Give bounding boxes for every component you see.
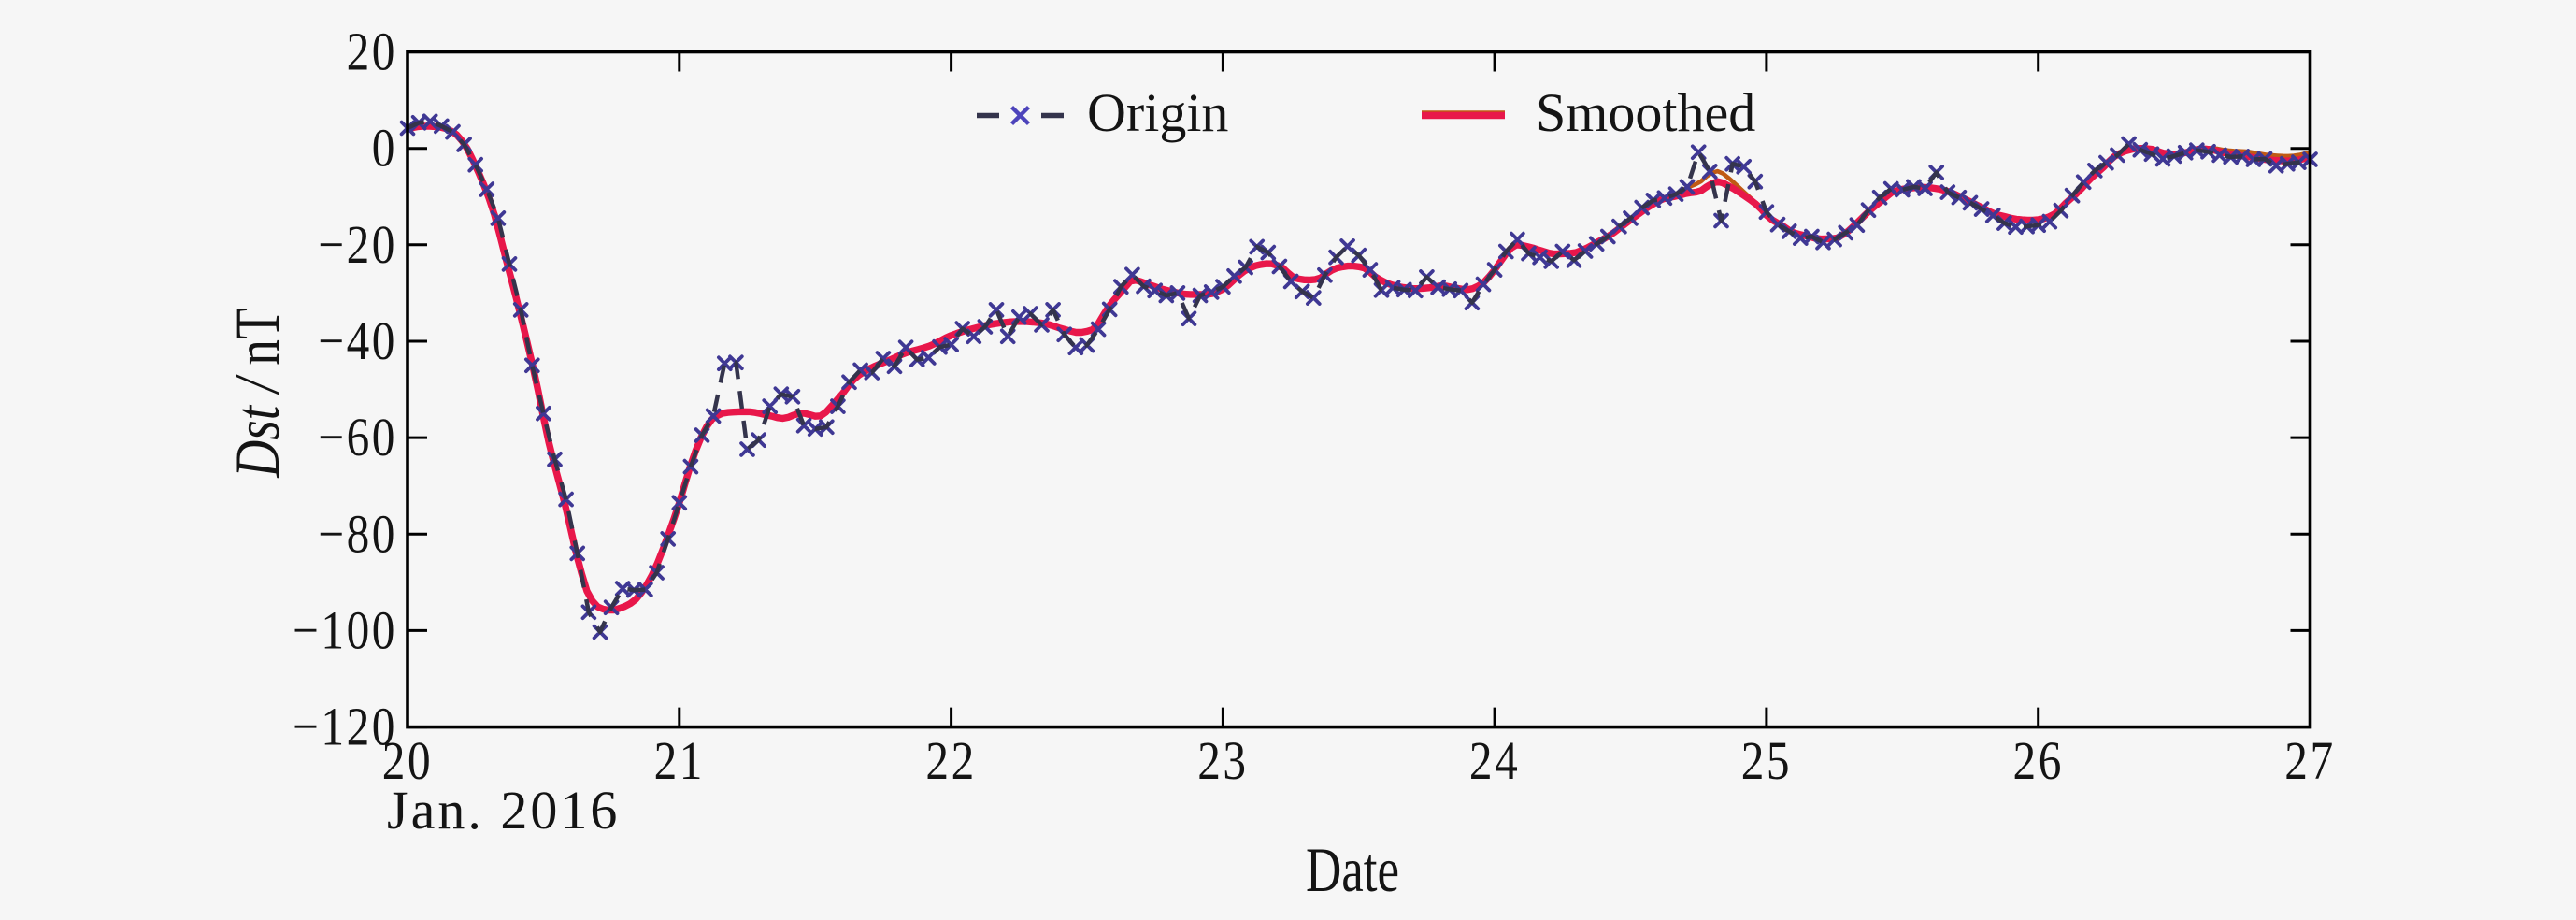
svg-text:−80: −80 xyxy=(318,504,397,565)
svg-text:−120: −120 xyxy=(293,697,397,757)
svg-text:24: 24 xyxy=(1469,730,1520,791)
svg-text:−60: −60 xyxy=(318,407,397,467)
svg-text:21: 21 xyxy=(654,730,705,791)
svg-text:Dst / nT: Dst / nT xyxy=(223,308,293,479)
svg-text:23: 23 xyxy=(1197,730,1248,791)
svg-text:Origin: Origin xyxy=(1087,82,1228,143)
svg-text:−40: −40 xyxy=(318,310,397,371)
svg-text:−100: −100 xyxy=(293,600,397,661)
svg-text:0: 0 xyxy=(372,118,397,179)
svg-text:27: 27 xyxy=(2284,730,2335,791)
svg-text:25: 25 xyxy=(1741,730,1792,791)
svg-text:26: 26 xyxy=(2013,730,2064,791)
svg-text:22: 22 xyxy=(925,730,976,791)
svg-text:Jan. 2016: Jan. 2016 xyxy=(387,780,620,841)
svg-text:Smoothed: Smoothed xyxy=(1536,82,1755,143)
svg-text:Date: Date xyxy=(1306,836,1399,906)
svg-text:−20: −20 xyxy=(318,214,397,275)
svg-text:20: 20 xyxy=(382,730,433,791)
svg-text:20: 20 xyxy=(347,22,397,82)
